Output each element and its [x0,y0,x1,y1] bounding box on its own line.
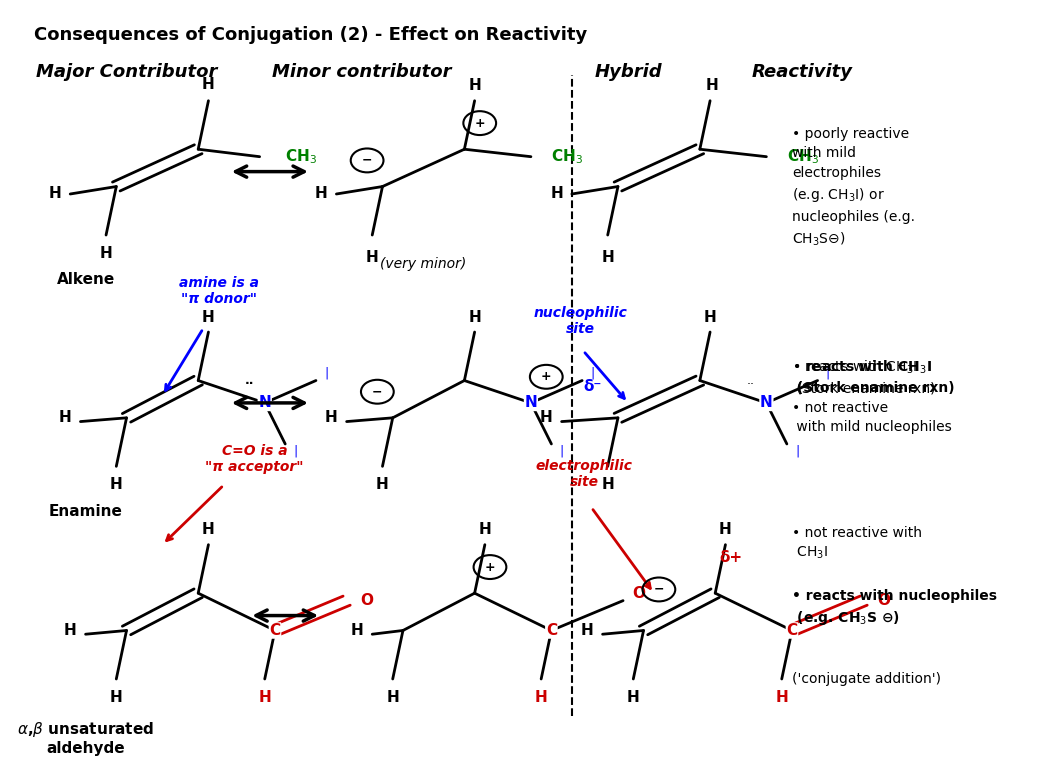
Text: |: | [293,445,297,458]
Text: H: H [350,623,363,638]
Text: N: N [760,395,773,411]
Text: C=O is a
"π acceptor": C=O is a "π acceptor" [205,444,303,474]
Text: O: O [361,593,373,608]
Text: Minor contributor: Minor contributor [272,63,452,82]
Text: O: O [878,593,890,608]
Text: |: | [795,445,799,458]
Text: H: H [601,250,614,265]
Text: H: H [202,309,214,325]
Text: H: H [202,77,214,91]
Text: H: H [601,478,614,492]
Text: H: H [99,246,112,261]
Text: H: H [719,522,732,537]
Text: −: − [372,386,383,399]
Text: CH$_3$: CH$_3$ [551,147,584,166]
Text: CH$_3$: CH$_3$ [286,147,317,166]
Text: O: O [632,586,645,600]
Text: Hybrid: Hybrid [594,63,662,82]
Text: H: H [315,187,327,201]
Text: • reacts with nucleophiles
 (e.g. CH$_3$S ⊖): • reacts with nucleophiles (e.g. CH$_3$S… [792,590,997,626]
Text: $\alpha$,$\beta$ unsaturated
aldehyde: $\alpha$,$\beta$ unsaturated aldehyde [17,720,154,757]
Text: H: H [258,690,271,705]
Text: N: N [524,395,538,411]
Text: C: C [787,623,797,638]
Text: |: | [324,367,328,379]
Text: −: − [654,583,664,596]
Text: H: H [775,690,788,705]
Text: C: C [270,623,280,638]
Text: H: H [469,309,481,325]
Text: • reacts with CH$_3$I
 (Stork enamine rxn)
• not reactive
 with mild nucleophile: • reacts with CH$_3$I (Stork enamine rxn… [792,358,952,434]
Text: H: H [366,250,379,265]
Text: +: + [475,117,485,130]
Text: H: H [627,690,640,705]
Text: H: H [535,690,547,705]
Text: electrophilic
site: electrophilic site [536,459,633,489]
Text: −: − [362,154,372,167]
Text: H: H [704,309,717,325]
Text: H: H [581,623,593,638]
Text: +: + [484,561,496,574]
Text: (very minor): (very minor) [381,258,467,271]
Text: δ⁻: δ⁻ [584,379,601,394]
Text: • not reactive with
 CH$_3$I: • not reactive with CH$_3$I [792,526,922,562]
Text: N: N [258,395,271,411]
Text: H: H [377,478,389,492]
Text: • reacts with CH$_3$I
 (Stork enamine rxn): • reacts with CH$_3$I (Stork enamine rxn… [792,358,955,395]
Text: Consequences of Conjugation (2) - Effect on Reactivity: Consequences of Conjugation (2) - Effect… [35,26,588,44]
Text: C: C [546,623,556,638]
Text: • poorly reactive
with mild
electrophiles
(e.g. CH$_3$I) or
nucleophiles (e.g.
C: • poorly reactive with mild electrophile… [792,126,915,248]
Text: Reactivity: Reactivity [752,63,852,82]
Text: |: | [590,367,594,379]
Text: Alkene: Alkene [56,272,115,287]
Text: H: H [59,410,71,425]
Text: amine is a
"π donor": amine is a "π donor" [179,276,258,306]
Text: H: H [706,78,719,93]
Text: ..: .. [245,374,254,387]
Text: ..: .. [747,374,755,387]
Text: Enamine: Enamine [49,504,122,519]
Text: H: H [478,522,492,537]
Text: +: + [541,370,551,383]
Text: H: H [202,522,214,537]
Text: H: H [110,690,122,705]
Text: H: H [64,623,76,638]
Text: H: H [469,78,481,93]
Text: CH$_3$: CH$_3$ [787,147,819,166]
Text: nucleophilic
site: nucleophilic site [533,306,627,336]
Text: H: H [550,187,563,201]
Text: δ+: δ+ [719,550,742,565]
Text: H: H [110,478,122,492]
Text: Major Contributor: Major Contributor [36,63,218,82]
Text: H: H [325,410,338,425]
Text: |: | [560,445,564,458]
Text: H: H [386,690,400,705]
Text: H: H [48,187,62,201]
Text: ('conjugate addition'): ('conjugate addition') [792,671,941,686]
Text: |: | [825,367,829,379]
Text: H: H [540,410,552,425]
